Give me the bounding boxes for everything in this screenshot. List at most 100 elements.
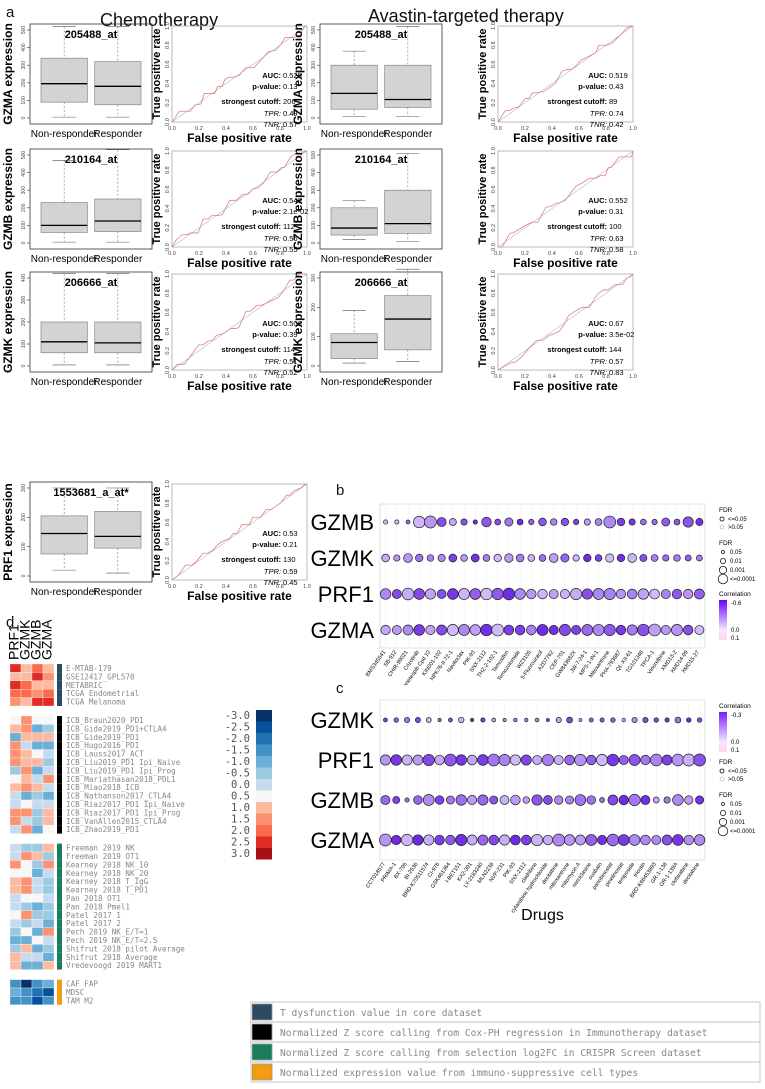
heatmap-cell bbox=[9, 902, 22, 911]
heatmap-cell bbox=[31, 799, 44, 809]
legend-label: 0.001 bbox=[730, 820, 746, 826]
roc-stat-value: 0.13 bbox=[283, 82, 298, 91]
legend-tick: 0.1 bbox=[731, 748, 740, 754]
dot-marker bbox=[393, 554, 401, 562]
heatmap-cell bbox=[42, 893, 55, 903]
legend-colorbar bbox=[719, 712, 727, 752]
dotplot-frame bbox=[379, 699, 706, 861]
dot-marker bbox=[402, 624, 414, 636]
heatmap-cell bbox=[20, 910, 33, 920]
x-tick-label: 0.6 bbox=[249, 584, 257, 590]
heatmap-row-label: MDSC bbox=[66, 988, 84, 997]
roc-diagonal bbox=[497, 25, 634, 123]
dot-marker bbox=[470, 553, 480, 563]
roc-plot: 0.00.0 0.2 0.2 0.4 0.4 0.6 0.6 0.8 0.8 1.0 1.0 Fals… bbox=[477, 147, 637, 270]
heatmap-row-label: Shifrut 2018 pilot Average bbox=[66, 944, 185, 953]
roc-stat-value: 0.43 bbox=[609, 82, 624, 91]
heatmap-cell bbox=[9, 860, 22, 869]
dot-marker bbox=[686, 717, 692, 723]
heatmap-cell bbox=[31, 715, 44, 725]
heatmap-cell bbox=[20, 724, 33, 733]
dot-marker bbox=[694, 625, 705, 635]
roc-stat-value: 0.49 bbox=[283, 109, 298, 118]
boxplot: GZMK expression 206666_at 0 100 200 300 Non-re… bbox=[292, 268, 443, 388]
heatmap-group-bar bbox=[57, 697, 62, 706]
roc-stat-value: 89 bbox=[609, 97, 617, 106]
dot-marker bbox=[653, 717, 659, 723]
roc-stat-label: AUC: bbox=[262, 529, 281, 538]
roc-plot: 0.00.0 0.2 0.2 0.4 0.4 0.6 0.6 0.8 0.8 1.0 1.0 Fals… bbox=[477, 270, 637, 393]
x-tick-label: 0.8 bbox=[276, 126, 284, 132]
roc-stat-label: TNR: bbox=[264, 245, 282, 254]
heatmap-cell bbox=[42, 741, 55, 750]
heatmap-cell bbox=[31, 689, 44, 698]
heatmap-cell bbox=[31, 919, 44, 928]
legend-title: Correlation bbox=[719, 591, 751, 598]
dot-marker bbox=[520, 754, 532, 766]
heatmap-cell bbox=[20, 996, 33, 1005]
heatmap-cell bbox=[20, 919, 33, 928]
colorscale-swatch bbox=[256, 733, 272, 745]
heatmap-cell bbox=[20, 816, 33, 826]
heatmap-cell bbox=[20, 680, 33, 690]
legend-label: 0.05 bbox=[730, 802, 742, 808]
legend-swatch bbox=[251, 1023, 273, 1041]
dot-marker bbox=[491, 717, 497, 723]
x-tick-label: 0.6 bbox=[249, 251, 257, 257]
heatmap-cell bbox=[31, 724, 44, 733]
colorscale-tick: 0.5 bbox=[231, 791, 250, 803]
dot-marker bbox=[467, 794, 478, 806]
dot-marker bbox=[693, 834, 706, 846]
legend-title: FDR bbox=[719, 540, 733, 547]
dot-marker bbox=[445, 834, 456, 846]
dot-marker bbox=[673, 518, 681, 526]
dot-marker bbox=[455, 794, 467, 806]
heatmap-cell bbox=[9, 680, 22, 690]
boxplot: GZMB expression 210164_at 0 100 200 300 400 500… bbox=[2, 148, 153, 265]
dot-marker bbox=[425, 624, 436, 636]
boxplot: GZMA expression 205488_at 0 100 200 300 400 500… bbox=[2, 23, 153, 140]
dot-marker bbox=[404, 797, 410, 803]
x-category-label: Responder bbox=[93, 254, 143, 265]
gene-label: GZMA bbox=[310, 618, 374, 643]
dot-marker bbox=[487, 753, 501, 767]
dot-marker bbox=[695, 795, 705, 805]
legend-label: 0.001 bbox=[730, 568, 746, 574]
colorscale-tick: 1.0 bbox=[231, 802, 250, 814]
heatmap-cell bbox=[31, 749, 44, 759]
dot-marker bbox=[380, 795, 391, 805]
boxplot-frame bbox=[319, 23, 443, 125]
heatmap-cell bbox=[42, 774, 55, 784]
colorscale-tick: -2.5 bbox=[225, 722, 250, 734]
roc-stat-value: 0.31 bbox=[609, 207, 624, 216]
dot-marker bbox=[480, 587, 493, 601]
y-tick-label: 300 bbox=[311, 61, 317, 70]
y-tick-label: 200 bbox=[21, 318, 27, 327]
roc-stat-value: 112 bbox=[283, 222, 295, 231]
heatmap-cell bbox=[42, 877, 55, 886]
x-tick-label: 0.6 bbox=[249, 126, 257, 132]
roc-stat-label: strongest cutoff: bbox=[221, 555, 281, 564]
heatmap-cell bbox=[9, 935, 22, 945]
roc-plot: 0.00.0 0.2 0.2 0.4 0.4 0.6 0.6 0.8 0.8 1.0 1.0 Fals… bbox=[151, 147, 311, 270]
heatmap-cell bbox=[42, 816, 55, 826]
y-axis-label: GZMK expression bbox=[292, 271, 305, 373]
y-tick-label: 400 bbox=[21, 43, 27, 52]
dot-marker bbox=[380, 624, 391, 636]
x-category-label: Non-responder bbox=[31, 129, 98, 140]
x-tick-label: 0.0 bbox=[168, 374, 176, 380]
colorscale-tick: -0.5 bbox=[225, 768, 250, 780]
dot-marker bbox=[379, 833, 392, 847]
dot-marker bbox=[390, 754, 402, 766]
dot-marker bbox=[586, 754, 597, 766]
dot-marker bbox=[694, 588, 705, 600]
heatmap-cell bbox=[42, 843, 55, 853]
heatmap-group-bar bbox=[57, 808, 62, 817]
legend-label: Normalized Z score calling from selectio… bbox=[280, 1048, 702, 1059]
x-tick-label: 0.6 bbox=[575, 374, 583, 380]
heatmap-cell bbox=[42, 689, 55, 698]
dot-marker bbox=[672, 834, 684, 846]
y-tick-label: 0 bbox=[21, 241, 27, 244]
roc-frame bbox=[171, 273, 308, 371]
colorscale-swatch bbox=[256, 767, 272, 779]
